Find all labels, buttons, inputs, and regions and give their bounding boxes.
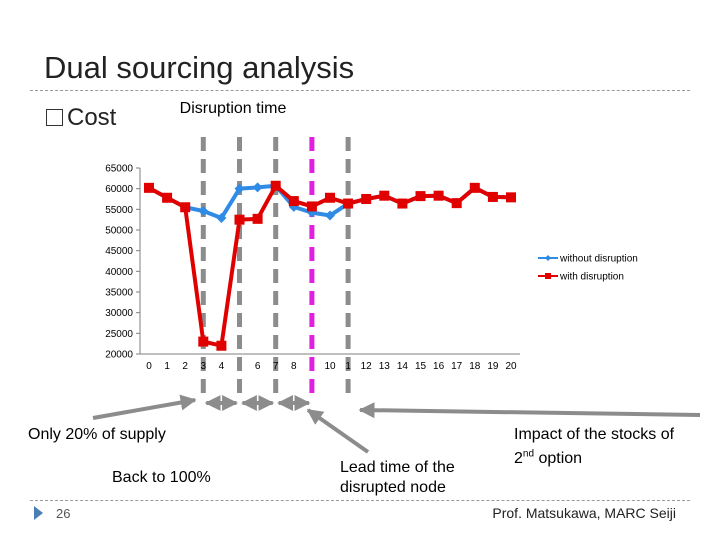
title-divider <box>30 90 690 91</box>
point-with <box>198 336 209 347</box>
disruption-time-label: Disruption time <box>180 100 287 117</box>
point-with <box>180 202 191 213</box>
leadtime-pointer-arrow <box>306 408 370 454</box>
annotation-only20: Only 20% of supply <box>28 426 166 443</box>
x-tick-label: 12 <box>361 361 373 372</box>
point-with <box>234 214 245 225</box>
x-tick-label: 16 <box>433 361 445 372</box>
point-with <box>397 198 408 209</box>
y-tick-label: 65000 <box>105 164 133 175</box>
point-without <box>216 213 227 224</box>
y-tick-label: 35000 <box>105 288 133 299</box>
x-tick-label: 19 <box>487 361 499 372</box>
y-tick-label: 20000 <box>105 350 133 361</box>
x-tick-label: 6 <box>255 361 261 372</box>
annotation-back100: Back to 100% <box>112 469 211 486</box>
point-with <box>469 182 480 193</box>
bullet-text: Cost <box>67 104 117 131</box>
legend-marker <box>545 273 551 279</box>
point-with <box>343 198 354 209</box>
x-tick-label: 13 <box>379 361 391 372</box>
legend-marker <box>545 255 551 261</box>
x-tick-label: 1 <box>345 361 351 372</box>
legend: without disruption with disruption <box>538 254 638 283</box>
point-without <box>198 205 209 216</box>
disruption-markers <box>200 137 351 398</box>
x-tick-label: 3 <box>201 361 207 372</box>
annotation-arrows <box>92 394 701 454</box>
point-with <box>216 340 227 351</box>
only20-pointer-arrow <box>92 394 197 420</box>
author-credit: Prof. Matsukawa, MARC Seiji <box>492 505 676 521</box>
point-with <box>144 182 154 193</box>
point-with <box>306 201 317 212</box>
y-tick-label: 45000 <box>105 246 133 257</box>
x-tick-label: 1 <box>164 361 170 372</box>
point-without <box>252 182 263 193</box>
point-without <box>325 210 335 221</box>
x-tick-label: 4 <box>219 361 225 372</box>
x-tick-label: 8 <box>291 361 297 372</box>
point-with <box>487 191 498 202</box>
x-tick-label: 14 <box>397 361 409 372</box>
y-tick-label: 60000 <box>105 184 133 195</box>
y-tick-label: 50000 <box>105 226 133 237</box>
x-tick-label: 10 <box>324 361 336 372</box>
legend-label: with disruption <box>559 272 624 283</box>
point-with <box>451 198 462 209</box>
x-tick-label: 7 <box>273 361 279 372</box>
point-with <box>506 192 516 203</box>
annotation-impact-text: Impact of the stocks of 2nd option <box>514 426 675 468</box>
point-with <box>270 180 281 191</box>
x-tick-labels: 0 1 2 3 4 6 7 8 10 1 12 13 14 15 16 17 18 19 20 <box>146 361 517 372</box>
point-with <box>361 194 372 204</box>
bullet-box-icon <box>46 109 63 126</box>
annotation-impact: Impact of the stocks of 2nd option <box>514 425 684 469</box>
y-tick-label: 25000 <box>105 329 133 340</box>
y-tick-label: 55000 <box>105 205 133 216</box>
x-tick-label: 0 <box>146 361 152 372</box>
point-with <box>288 196 299 207</box>
y-tick-label: 30000 <box>105 308 133 319</box>
stocks-impact-arrow <box>358 402 701 419</box>
x-tick-label: 17 <box>451 361 463 372</box>
x-tick-label: 18 <box>469 361 481 372</box>
x-tick-label: 15 <box>415 361 427 372</box>
page-arrow-icon <box>34 506 43 520</box>
page-title: Dual sourcing analysis <box>44 50 355 85</box>
point-with <box>252 213 263 224</box>
y-tick-labels: 20000 25000 30000 35000 40000 45000 50000 55000… <box>105 164 140 361</box>
annotation-leadtime: Lead time of the disrupted node <box>340 459 455 496</box>
series-group <box>144 180 516 351</box>
x-tick-label: 20 <box>505 361 517 372</box>
point-with <box>162 192 173 203</box>
footer-divider <box>30 500 690 501</box>
bullet-cost: Cost <box>46 104 116 132</box>
legend-label: without disruption <box>559 254 638 265</box>
point-with <box>325 192 335 203</box>
point-with <box>415 191 426 202</box>
y-tick-label: 40000 <box>105 267 133 278</box>
x-tick-label: 2 <box>182 361 188 372</box>
point-with <box>433 190 444 201</box>
point-without <box>234 183 245 194</box>
page-number: 26 <box>56 506 71 521</box>
point-with <box>379 190 390 201</box>
